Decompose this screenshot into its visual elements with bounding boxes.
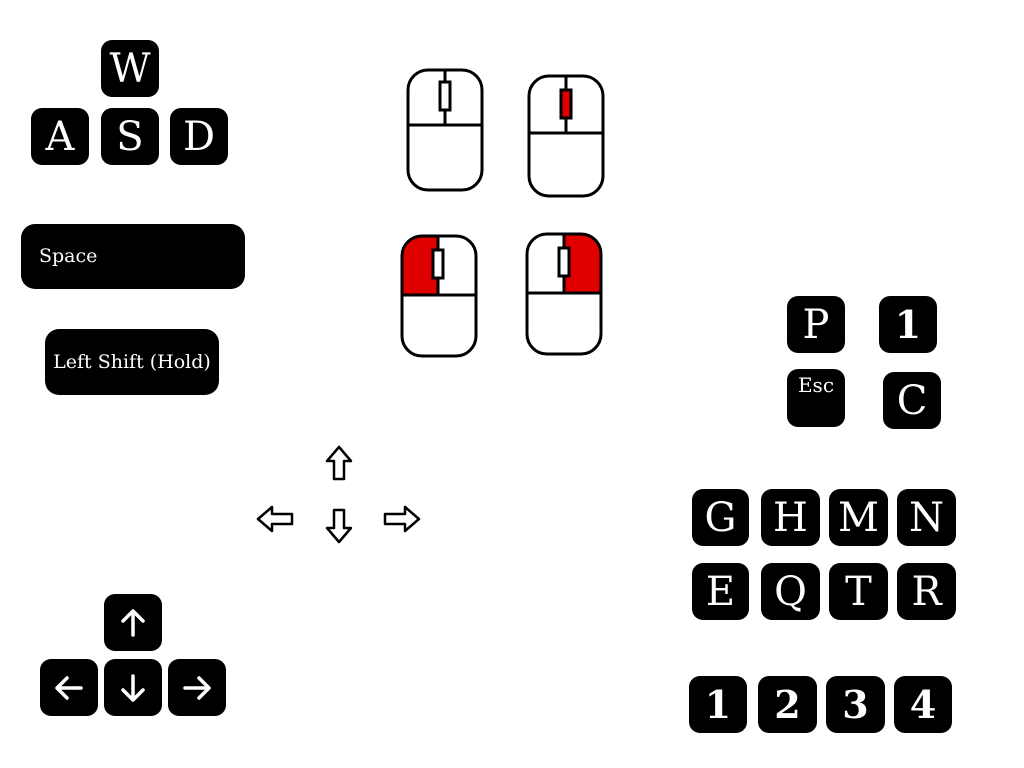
key-4: 4 — [894, 676, 952, 733]
mouse-scroll-icon — [527, 74, 605, 198]
key-e: E — [692, 563, 749, 620]
outline-right-arrow-icon — [383, 505, 421, 533]
mouse-right-click-icon — [525, 232, 603, 356]
key-g: G — [692, 489, 749, 546]
key-n: N — [897, 489, 956, 546]
arrow-left-icon — [55, 675, 83, 700]
key-esc: Esc — [787, 369, 845, 427]
arrow-down-icon — [121, 673, 145, 702]
key-arrow-down — [104, 659, 162, 716]
key-s: S — [101, 108, 159, 165]
key-m: M — [829, 489, 888, 546]
arrow-right-icon — [183, 675, 211, 700]
outline-down-arrow-icon — [325, 508, 353, 544]
key-left-shift: Left Shift (Hold) — [45, 329, 219, 395]
mouse-left-click-icon — [400, 234, 478, 358]
key-arrow-up — [104, 594, 162, 651]
arrow-up-icon — [121, 608, 145, 637]
key-arrow-right — [168, 659, 226, 716]
key-q: Q — [761, 563, 820, 620]
key-h: H — [761, 489, 820, 546]
mouse-idle-icon — [406, 68, 484, 192]
key-1-top: 1 — [879, 296, 937, 353]
key-r: R — [897, 563, 956, 620]
key-p: P — [787, 296, 845, 353]
key-2: 2 — [758, 676, 817, 733]
outline-left-arrow-icon — [256, 505, 294, 533]
key-a: A — [31, 108, 89, 165]
key-arrow-left — [40, 659, 98, 716]
key-d: D — [170, 108, 228, 165]
key-c: C — [883, 372, 941, 429]
key-w: W — [101, 40, 159, 97]
key-3: 3 — [826, 676, 885, 733]
key-space: Space — [21, 224, 245, 289]
outline-up-arrow-icon — [325, 445, 353, 481]
key-1: 1 — [689, 676, 747, 733]
key-t: T — [829, 563, 888, 620]
